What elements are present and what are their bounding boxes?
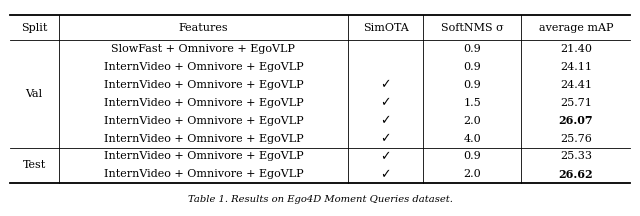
Text: Val: Val [26,89,43,99]
Text: Features: Features [179,22,228,33]
Text: Test: Test [22,160,45,170]
Text: Table 1. Results on Ego4D Moment Queries dataset.: Table 1. Results on Ego4D Moment Queries… [188,195,452,204]
Text: ✓: ✓ [381,114,391,127]
Text: 0.9: 0.9 [463,44,481,54]
Text: Split: Split [21,22,47,33]
Text: 26.62: 26.62 [559,169,593,180]
Text: 25.71: 25.71 [560,98,592,108]
Text: InternVideo + Omnivore + EgoVLP: InternVideo + Omnivore + EgoVLP [104,169,303,179]
Text: 25.76: 25.76 [560,133,592,144]
Text: ✓: ✓ [381,150,391,163]
Text: SoftNMS σ: SoftNMS σ [441,22,504,33]
Text: 25.33: 25.33 [560,151,592,162]
Text: ✓: ✓ [381,78,391,91]
Text: InternVideo + Omnivore + EgoVLP: InternVideo + Omnivore + EgoVLP [104,133,303,144]
Text: 0.9: 0.9 [463,80,481,90]
Text: InternVideo + Omnivore + EgoVLP: InternVideo + Omnivore + EgoVLP [104,62,303,72]
Text: 21.40: 21.40 [560,44,592,54]
Text: 1.5: 1.5 [463,98,481,108]
Text: 4.0: 4.0 [463,133,481,144]
Text: SlowFast + Omnivore + EgoVLP: SlowFast + Omnivore + EgoVLP [111,44,295,54]
Text: average mAP: average mAP [539,22,613,33]
Text: ✓: ✓ [381,132,391,145]
Text: 24.11: 24.11 [560,62,592,72]
Text: 0.9: 0.9 [463,62,481,72]
Text: 2.0: 2.0 [463,169,481,179]
Text: ✓: ✓ [381,96,391,109]
Text: InternVideo + Omnivore + EgoVLP: InternVideo + Omnivore + EgoVLP [104,80,303,90]
Text: 0.9: 0.9 [463,151,481,162]
Text: ✓: ✓ [381,168,391,181]
Text: InternVideo + Omnivore + EgoVLP: InternVideo + Omnivore + EgoVLP [104,98,303,108]
Text: InternVideo + Omnivore + EgoVLP: InternVideo + Omnivore + EgoVLP [104,116,303,126]
Text: 26.07: 26.07 [559,115,593,126]
Text: InternVideo + Omnivore + EgoVLP: InternVideo + Omnivore + EgoVLP [104,151,303,162]
Text: 2.0: 2.0 [463,116,481,126]
Text: 24.41: 24.41 [560,80,592,90]
Text: SimOTA: SimOTA [363,22,409,33]
